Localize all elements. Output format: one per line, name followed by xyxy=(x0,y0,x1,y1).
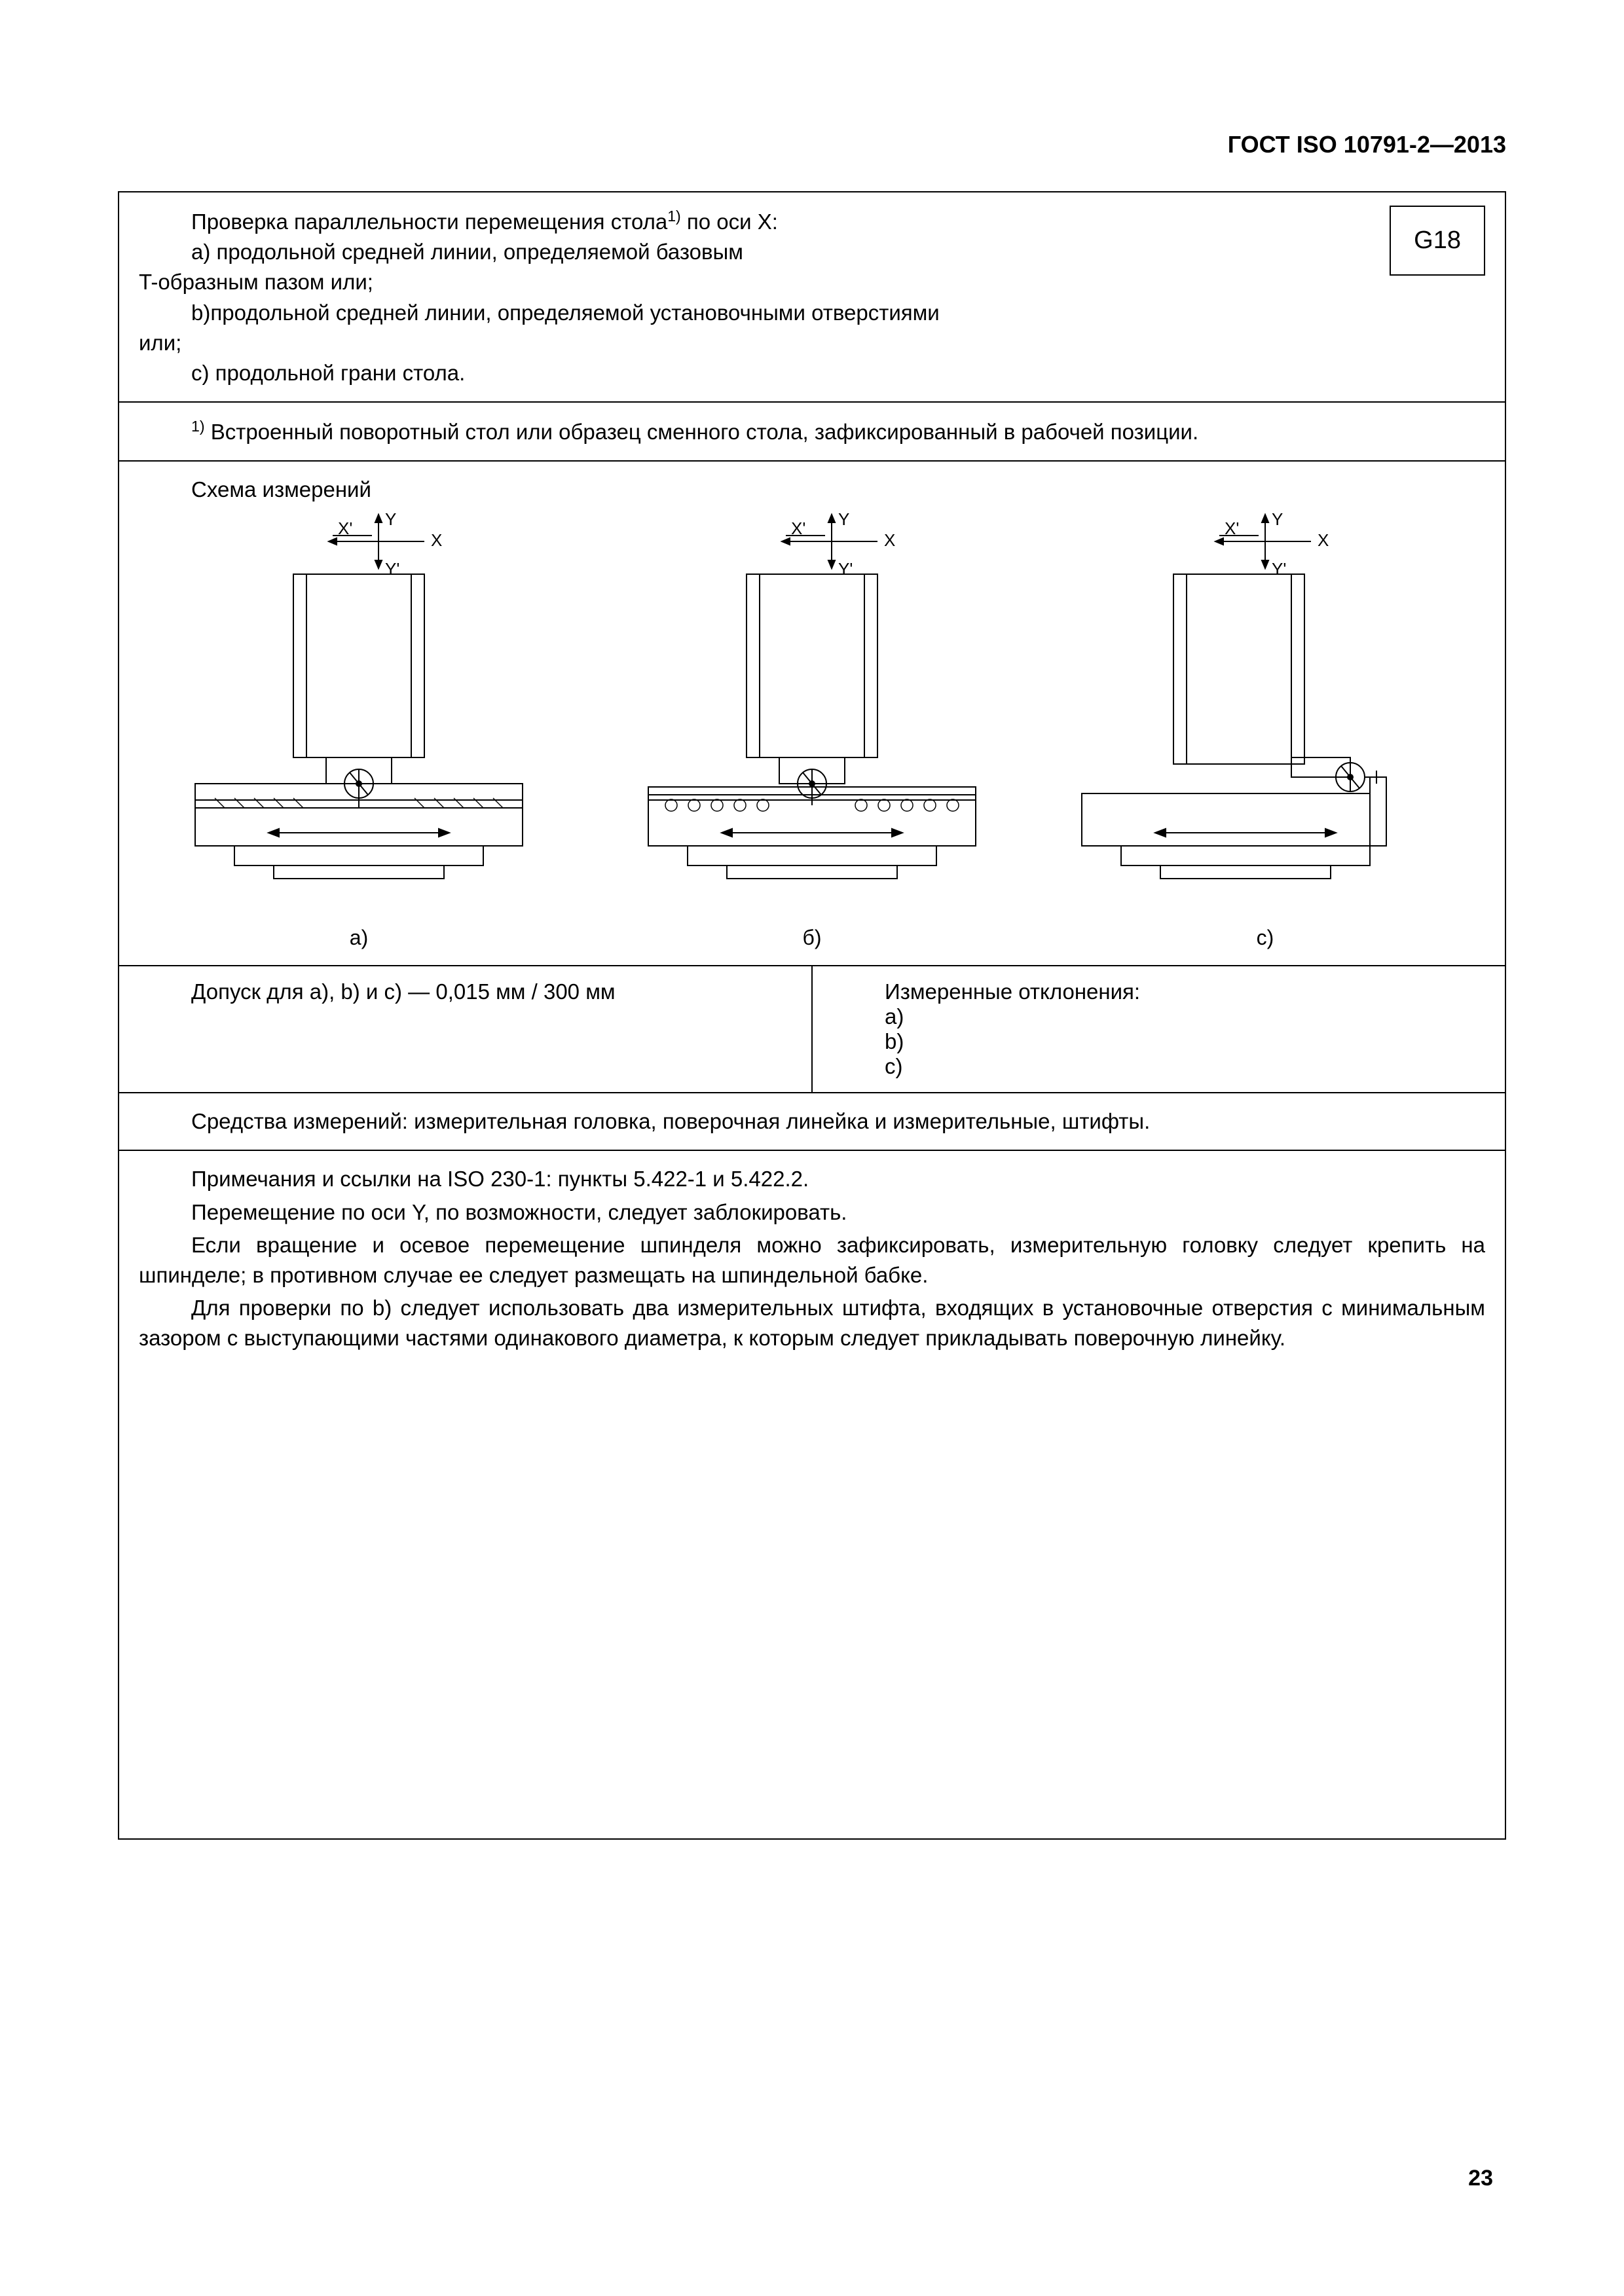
page: ГОСТ ISO 10791-2—2013 G18 Проверка парал… xyxy=(0,0,1624,2296)
svg-text:X: X xyxy=(431,530,442,550)
deviations-b: b) xyxy=(832,1029,1485,1054)
diagram-a-label: а) xyxy=(350,923,368,953)
notes-p4: Для проверки по b) следует использовать … xyxy=(139,1293,1485,1353)
schema-cell: Схема измерений Y xyxy=(119,462,1505,966)
document-header: ГОСТ ISO 10791-2—2013 xyxy=(118,131,1506,158)
svg-text:Y: Y xyxy=(838,512,849,529)
desc-line-5: или; xyxy=(139,328,1485,358)
svg-text:X: X xyxy=(1318,530,1329,550)
diagram-b-svg: Y X X' Y' xyxy=(609,512,1015,911)
svg-text:Y: Y xyxy=(385,512,396,529)
diagram-a: Y X X' Y' xyxy=(139,512,579,953)
diagrams-row: Y X X' Y' xyxy=(139,512,1485,953)
tolerance-left: Допуск для a), b) и с) — 0,015 мм / 300 … xyxy=(119,966,813,1092)
diagram-c-label: с) xyxy=(1257,923,1274,953)
diagram-b-label: б) xyxy=(803,923,822,953)
svg-text:X: X xyxy=(884,530,895,550)
desc-1b: по оси X: xyxy=(681,210,778,234)
g18-badge: G18 xyxy=(1390,206,1485,276)
desc-1-sup: 1) xyxy=(667,208,681,225)
footnote-text: 1) Встроенный поворотный стол или образе… xyxy=(139,416,1485,447)
notes-p1: Примечания и ссылки на ISO 230-1: пункты… xyxy=(139,1164,1485,1194)
desc-line-6: с) продольной грани стола. xyxy=(139,358,1485,388)
section-description: G18 Проверка параллельности перемещения … xyxy=(119,192,1505,403)
deviations-title: Измеренные отклонения: xyxy=(832,979,1485,1004)
footnote-sup: 1) xyxy=(191,418,205,435)
svg-text:X': X' xyxy=(1225,519,1239,538)
svg-text:Y': Y' xyxy=(385,559,399,579)
notes-p3: Если вращение и осевое перемещение шпинд… xyxy=(139,1230,1485,1290)
svg-text:Y: Y xyxy=(1272,512,1283,529)
svg-text:Y': Y' xyxy=(1272,559,1286,579)
diagram-c-svg: Y X X' Y' xyxy=(1062,512,1468,911)
instruments-cell: Средства измерений: измерительная головк… xyxy=(119,1093,1505,1151)
svg-text:X': X' xyxy=(791,519,805,538)
diagram-c: Y X X' Y' xyxy=(1045,512,1485,953)
tolerance-row: Допуск для a), b) и с) — 0,015 мм / 300 … xyxy=(119,966,1505,1093)
desc-line-1: Проверка параллельности перемещения стол… xyxy=(139,206,1485,237)
deviations-right: Измеренные отклонения: a) b) c) xyxy=(813,966,1505,1092)
deviations-c: c) xyxy=(832,1054,1485,1079)
svg-text:Y': Y' xyxy=(838,559,853,579)
notes-p2: Перемещение по оси Y, по возможности, сл… xyxy=(139,1197,1485,1228)
diagram-b: Y X X' Y' xyxy=(592,512,1032,953)
footnote-cell: 1) Встроенный поворотный стол или образе… xyxy=(119,403,1505,462)
tolerance-text: Допуск для a), b) и с) — 0,015 мм / 300 … xyxy=(139,979,792,1004)
desc-line-2: a) продольной средней линии, определяемо… xyxy=(139,237,1485,267)
main-frame: G18 Проверка параллельности перемещения … xyxy=(118,191,1506,1840)
schema-title: Схема измерений xyxy=(139,475,1485,505)
desc-line-4: b)продольной средней линии, определяемой… xyxy=(139,298,1485,328)
deviations-a: a) xyxy=(832,1004,1485,1029)
notes-cell: Примечания и ссылки на ISO 230-1: пункты… xyxy=(119,1151,1505,1838)
desc-1a: Проверка параллельности перемещения стол… xyxy=(191,210,667,234)
footnote-body: Встроенный поворотный стол или образец с… xyxy=(205,420,1199,444)
desc-line-3: T-образным пазом или; xyxy=(139,267,1485,297)
page-number: 23 xyxy=(1468,2166,1493,2191)
svg-text:X': X' xyxy=(338,519,352,538)
diagram-a-svg: Y X X' Y' xyxy=(156,512,562,911)
instruments-text: Средства измерений: измерительная головк… xyxy=(139,1106,1485,1137)
